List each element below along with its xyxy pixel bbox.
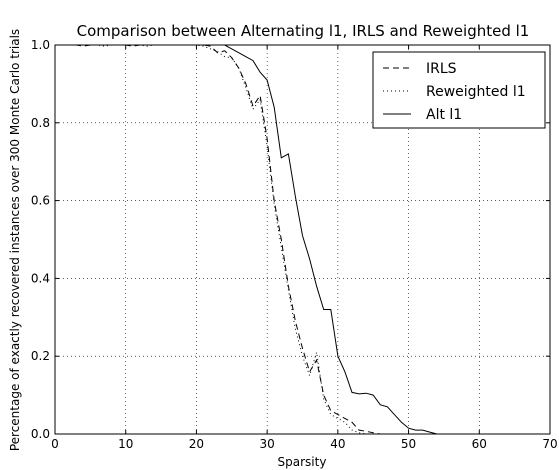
y-axis-label: Percentage of exactly recovered instance… xyxy=(8,29,22,451)
x-axis-label: Sparsity xyxy=(278,455,327,469)
legend: IRLS Reweighted l1 Alt l1 xyxy=(372,51,546,129)
x-tick-label: 20 xyxy=(189,437,204,451)
legend-label: Alt l1 xyxy=(426,107,462,123)
legend-label: IRLS xyxy=(426,61,457,77)
x-tick-label: 70 xyxy=(542,437,557,451)
x-tick-label: 30 xyxy=(260,437,275,451)
legend-label: Reweighted l1 xyxy=(426,84,526,100)
y-tick-label: 0.4 xyxy=(31,271,50,285)
y-tick-label: 0.2 xyxy=(31,349,50,363)
y-tick-label: 0.0 xyxy=(31,427,50,441)
x-tick-label: 60 xyxy=(472,437,487,451)
x-tick-label: 40 xyxy=(330,437,345,451)
ticks: 0 10 20 30 40 50 60 70 0.0 0.2 0.4 0.6 0.8 1.0 xyxy=(31,38,558,451)
chart-title: Comparison between Alternating l1, IRLS … xyxy=(77,22,530,40)
y-tick-label: 1.0 xyxy=(31,38,50,52)
legend-box xyxy=(372,51,546,129)
x-tick-label: 50 xyxy=(401,437,416,451)
y-tick-label: 0.6 xyxy=(31,194,50,208)
x-tick-label: 10 xyxy=(118,437,133,451)
y-tick-label: 0.8 xyxy=(31,116,50,130)
plot-frame xyxy=(54,44,551,435)
x-tick-label: 0 xyxy=(51,437,59,451)
